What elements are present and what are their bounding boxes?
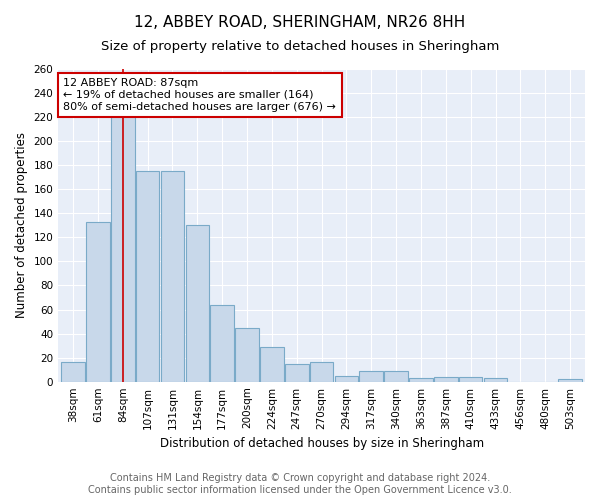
Bar <box>185 226 209 382</box>
Text: 12 ABBEY ROAD: 87sqm
← 19% of detached houses are smaller (164)
80% of semi-deta: 12 ABBEY ROAD: 87sqm ← 19% of detached h… <box>64 78 337 112</box>
Bar <box>61 362 85 382</box>
Bar <box>558 380 582 382</box>
Bar <box>359 371 383 382</box>
Bar <box>409 378 433 382</box>
Bar <box>335 376 358 382</box>
Bar <box>260 347 284 382</box>
Bar <box>310 362 334 382</box>
Text: Contains HM Land Registry data © Crown copyright and database right 2024.
Contai: Contains HM Land Registry data © Crown c… <box>88 474 512 495</box>
Bar <box>385 371 408 382</box>
Text: 12, ABBEY ROAD, SHERINGHAM, NR26 8HH: 12, ABBEY ROAD, SHERINGHAM, NR26 8HH <box>134 15 466 30</box>
Bar <box>235 328 259 382</box>
Bar <box>161 171 184 382</box>
Y-axis label: Number of detached properties: Number of detached properties <box>15 132 28 318</box>
Bar <box>459 377 482 382</box>
Bar <box>211 304 234 382</box>
X-axis label: Distribution of detached houses by size in Sheringham: Distribution of detached houses by size … <box>160 437 484 450</box>
Bar <box>111 105 134 382</box>
Bar <box>136 171 160 382</box>
Text: Size of property relative to detached houses in Sheringham: Size of property relative to detached ho… <box>101 40 499 53</box>
Bar <box>86 222 110 382</box>
Bar <box>484 378 508 382</box>
Bar <box>434 377 458 382</box>
Bar <box>285 364 308 382</box>
